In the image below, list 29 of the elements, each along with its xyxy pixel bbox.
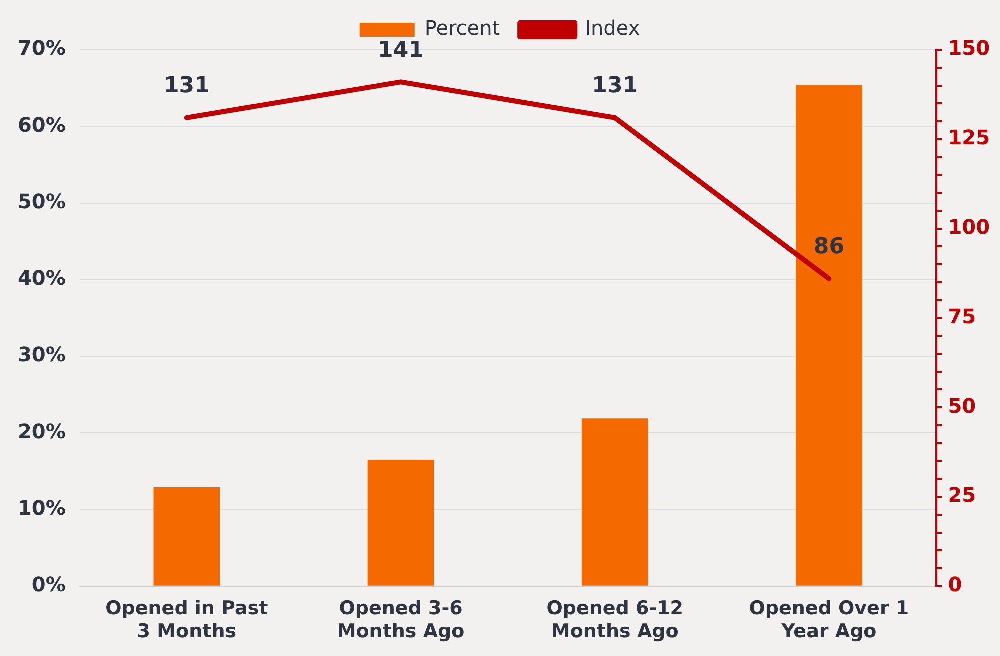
y2-tick-label: 125 [948,126,990,150]
y-tick-label: 40% [18,266,66,290]
x-tick-label: Opened 6-12 Months Ago [546,598,684,643]
y2-tick-label: 150 [948,36,990,60]
y-tick-label: 70% [18,36,66,60]
data-label: 131 [164,74,210,99]
x-tick-label: Opened in Past 3 Months [106,598,268,643]
y-tick-label: 60% [18,112,66,137]
x-tick-label: Opened 3-6 Months Ago [337,598,465,643]
bar [154,488,220,586]
legend-label: Index [585,16,640,40]
y2-tick-label: 50 [948,394,976,418]
y2-tick-label: 75 [948,304,976,328]
y2-tick-label: 100 [948,215,990,240]
legend-label: Percent [424,16,500,40]
bar [582,418,648,586]
y2-tick-label: 25 [948,483,976,508]
data-label: 131 [592,74,638,99]
y-tick-label: 10% [18,496,66,520]
bar [368,460,434,586]
y-tick-label: 0% [32,572,66,597]
bar [796,85,862,586]
y-tick-label: 20% [18,419,66,444]
y-tick-label: 50% [18,189,66,214]
x-tick-label: Opened Over 1 Year Ago [749,598,910,643]
y2-tick-label: 0 [948,572,962,597]
data-label: 86 [814,234,845,260]
data-label: 141 [378,38,424,63]
y-tick-label: 30% [18,342,66,367]
